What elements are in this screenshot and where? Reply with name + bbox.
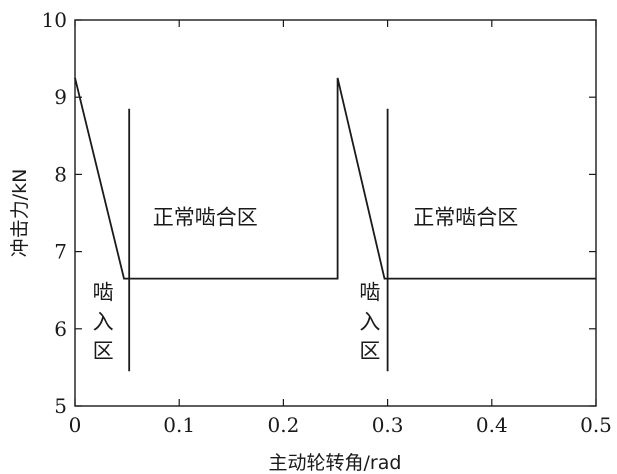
annotation-label: 正常啮合区 bbox=[413, 206, 518, 230]
y-tick-label: 9 bbox=[54, 85, 67, 109]
annotation-label: 啮 bbox=[359, 280, 380, 304]
annotation-label: 入 bbox=[359, 310, 380, 334]
y-tick-label: 10 bbox=[42, 8, 67, 32]
x-tick-label: 0 bbox=[69, 413, 82, 437]
y-tick-label: 8 bbox=[54, 162, 67, 186]
y-tick-label: 6 bbox=[54, 317, 67, 341]
y-tick-label: 7 bbox=[54, 240, 67, 264]
plot-frame bbox=[74, 19, 597, 407]
annotation-label: 入 bbox=[93, 310, 114, 334]
axis-ticks: 0 0.1 0.2 0.3 0.4 0.5 5 6 7 8 9 10 bbox=[42, 8, 612, 437]
annotation-label: 正常啮合区 bbox=[153, 206, 258, 230]
series-line bbox=[74, 77, 596, 280]
y-axis-label: 冲击力/kN bbox=[9, 169, 31, 258]
x-tick-label: 0.5 bbox=[580, 413, 612, 437]
y-tick-label: 5 bbox=[54, 394, 67, 418]
annotation-label: 啮 bbox=[93, 280, 114, 304]
chart-marks bbox=[74, 77, 596, 372]
x-tick-label: 0.2 bbox=[267, 413, 299, 437]
x-tick-label: 0.1 bbox=[163, 413, 195, 437]
annotation-label: 区 bbox=[359, 339, 380, 363]
x-tick-label: 0.3 bbox=[372, 413, 404, 437]
x-axis-label: 主动轮转角/rad bbox=[269, 452, 402, 474]
x-tick-label: 0.4 bbox=[476, 413, 508, 437]
annotation-label: 区 bbox=[93, 339, 114, 363]
